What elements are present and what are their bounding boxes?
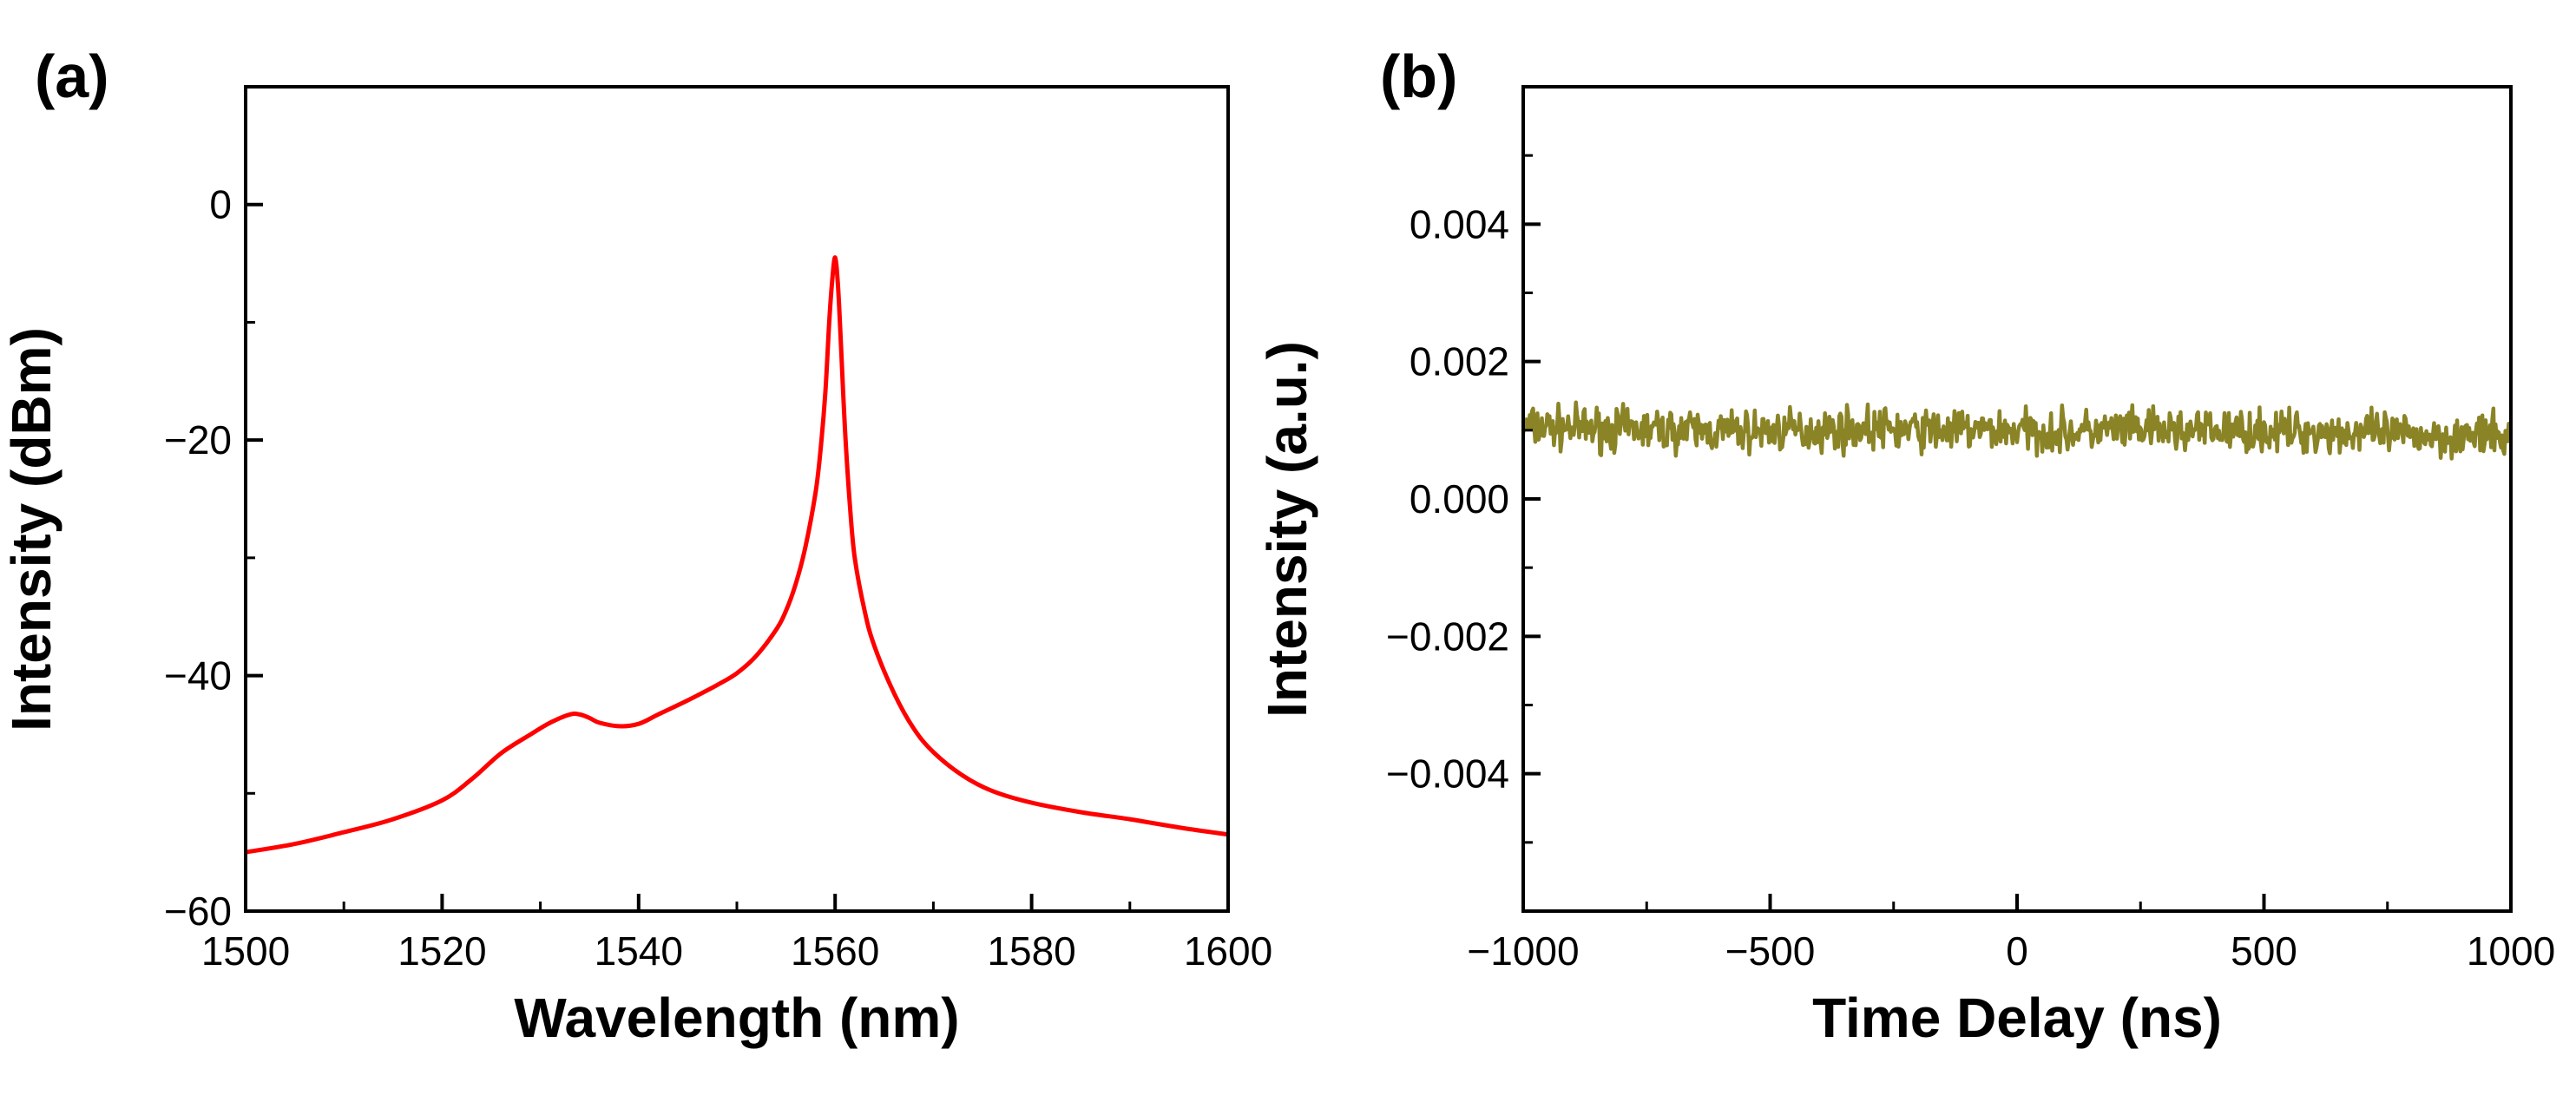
- x-tick-label: 1540: [595, 928, 683, 974]
- y-tick-label: 0: [209, 182, 232, 227]
- y-axis-title: Intensity (dBm): [0, 327, 62, 731]
- y-tick-label: −60: [164, 889, 232, 934]
- y-tick-label: −0.002: [1386, 613, 1509, 659]
- panel-label: (a): [35, 43, 109, 110]
- x-axis-title: Time Delay (ns): [1812, 987, 2222, 1049]
- chart-panel-a: 1500 1520 1540 1560 1580 1600 0 −20 −40 −60 Wavele…: [0, 43, 1272, 1049]
- x-tick-label: 1560: [791, 928, 879, 974]
- x-tick-label: 1580: [987, 928, 1075, 974]
- y-tick-label: −40: [164, 653, 232, 699]
- x-tick-label: −500: [1725, 928, 1816, 974]
- y-tick-label: −0.004: [1386, 751, 1509, 797]
- x-tick-label: 1000: [2467, 928, 2555, 974]
- x-tick-label: 1500: [201, 928, 290, 974]
- panel-label: (b): [1380, 43, 1457, 110]
- x-tick-label: 0: [2006, 928, 2028, 974]
- x-tick-label: 1520: [398, 928, 486, 974]
- series-line-0: [1521, 400, 2513, 461]
- series-line-0: [245, 255, 1229, 855]
- y-tick-label: 0.004: [1410, 201, 1509, 246]
- y-tick-label: 0.002: [1410, 339, 1509, 384]
- y-axis-title: Intensity (a.u.): [1256, 341, 1318, 718]
- plot-frame: [244, 85, 1230, 913]
- plot-frame: [1521, 85, 2513, 913]
- chart-panel-b: −1000 −500 0 500 1000 0.004 0.002 0.000 −0.002 −0…: [1256, 43, 2555, 1049]
- y-tick-label: −20: [164, 417, 232, 462]
- x-axis-title: Wavelength (nm): [514, 987, 959, 1049]
- x-tick-label: −1000: [1467, 928, 1579, 974]
- x-tick-label: 1600: [1184, 928, 1272, 974]
- x-tick-label: 500: [2231, 928, 2297, 974]
- y-tick-label: 0.000: [1410, 476, 1509, 521]
